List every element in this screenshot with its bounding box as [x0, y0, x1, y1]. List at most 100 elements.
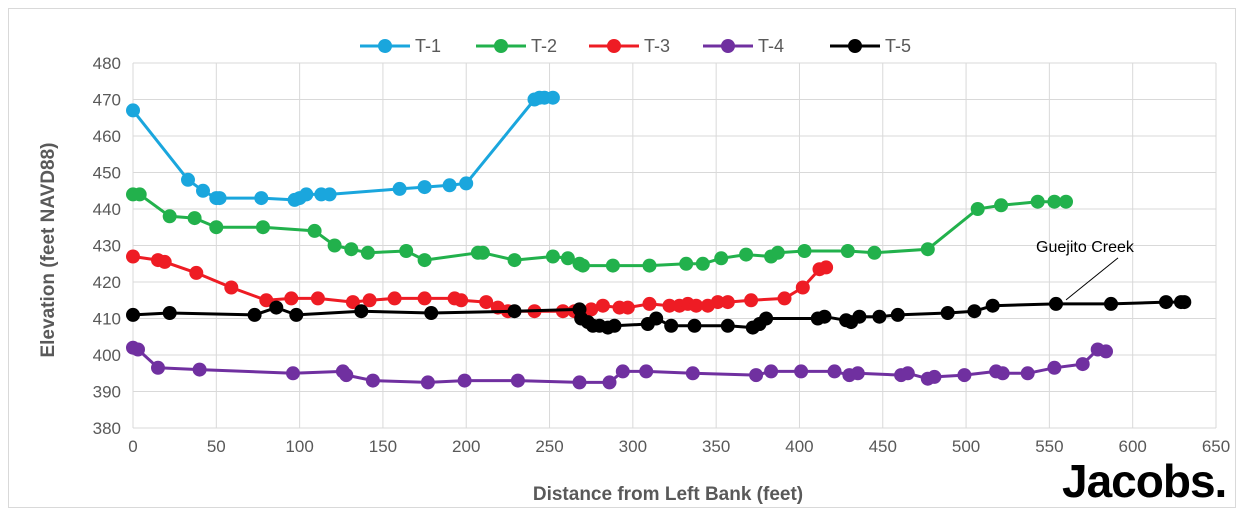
data-point: [995, 366, 1010, 381]
data-point: [840, 244, 855, 258]
data-point: [985, 298, 1000, 313]
x-tick-label: 500: [952, 437, 980, 456]
series-t-4: [126, 340, 1113, 390]
jacobs-logo: Jacobs.: [1062, 455, 1227, 507]
annotation-label: Guejito Creek: [1036, 239, 1135, 256]
data-point: [307, 223, 322, 238]
x-tick-label: 0: [128, 437, 137, 456]
annotations: Guejito Creek: [1036, 239, 1135, 301]
data-point: [1159, 295, 1173, 310]
data-point: [132, 187, 147, 202]
data-point: [777, 291, 792, 306]
data-point: [920, 242, 935, 257]
data-point: [649, 311, 664, 326]
y-tick-label: 390: [93, 383, 121, 402]
data-point: [459, 176, 474, 191]
data-point: [187, 211, 202, 226]
data-point: [209, 220, 224, 235]
data-point: [689, 298, 704, 313]
data-point: [212, 191, 227, 206]
y-axis-title: Elevation (feet NAVD88): [38, 142, 59, 357]
data-point: [126, 307, 140, 322]
data-point: [1047, 194, 1062, 209]
tick-labels: 0 50 100 150 200 250 300 350 400 450 500 550 600 650 3…: [93, 54, 1231, 456]
gridlines: [132, 62, 1217, 429]
data-point: [595, 298, 610, 313]
data-point: [345, 295, 360, 310]
x-tick-label: 300: [619, 437, 647, 456]
data-point: [192, 362, 207, 377]
data-point: [360, 245, 375, 260]
data-point: [299, 187, 314, 202]
legend-label: T-4: [758, 36, 784, 56]
x-tick-label: 450: [869, 437, 897, 456]
data-point: [1059, 194, 1073, 209]
legend-item-t-1: T-1: [360, 36, 441, 56]
data-point: [475, 245, 490, 260]
data-point: [1177, 295, 1192, 310]
legend-item-t-2: T-2: [476, 36, 557, 56]
data-point: [457, 373, 472, 388]
data-point: [1020, 366, 1035, 381]
series-t-2: [126, 187, 1073, 273]
data-point: [639, 364, 654, 379]
data-point: [890, 307, 905, 322]
data-point: [615, 364, 630, 379]
data-point: [602, 375, 617, 390]
data-point: [900, 366, 915, 381]
data-point: [642, 296, 657, 311]
data-point: [687, 318, 702, 333]
data-point: [584, 302, 599, 317]
data-point: [850, 366, 865, 381]
data-point: [362, 293, 377, 308]
data-point: [507, 304, 522, 319]
data-point: [575, 258, 590, 273]
data-point: [247, 307, 262, 322]
data-point: [794, 364, 809, 379]
data-point: [605, 258, 620, 273]
data-point: [795, 280, 810, 295]
x-tick-label: 650: [1202, 437, 1230, 456]
y-tick-label: 410: [93, 310, 121, 329]
legend-marker: [378, 39, 392, 53]
data-point: [827, 364, 842, 379]
data-point: [126, 103, 140, 118]
data-point: [957, 368, 972, 383]
data-point: [417, 180, 432, 195]
legend-item-t-4: T-4: [703, 36, 784, 56]
data-point: [739, 247, 754, 262]
plot-area: [126, 90, 1192, 390]
y-tick-label: 420: [93, 273, 121, 292]
legend-label: T-1: [415, 36, 441, 56]
annotation-guejito-creek: Guejito Creek: [1036, 239, 1135, 301]
data-point: [679, 256, 694, 271]
data-point: [181, 172, 195, 187]
data-point: [1049, 296, 1063, 311]
data-point: [749, 368, 764, 383]
series-t-1: [126, 90, 560, 207]
data-point: [454, 293, 469, 308]
data-point: [344, 242, 359, 257]
x-tick-label: 600: [1119, 437, 1147, 456]
series-line: [131, 96, 553, 202]
data-point: [424, 306, 439, 320]
data-point: [196, 183, 210, 198]
y-tick-label: 440: [93, 200, 121, 219]
data-point: [1099, 344, 1113, 359]
data-point: [560, 251, 575, 266]
data-point: [720, 295, 735, 310]
y-tick-label: 380: [93, 419, 121, 438]
data-point: [664, 318, 679, 333]
data-point: [259, 293, 274, 308]
legend-item-t-5: T-5: [830, 36, 911, 56]
data-point: [151, 360, 165, 375]
data-point: [1030, 194, 1045, 209]
x-tick-label: 200: [452, 437, 480, 456]
x-tick-label: 150: [369, 437, 397, 456]
data-point: [284, 291, 299, 306]
x-axis-title: Distance from Left Bank (feet): [533, 484, 803, 505]
data-point: [479, 295, 494, 310]
data-point: [507, 253, 522, 268]
data-point: [322, 187, 337, 202]
data-point: [695, 256, 710, 271]
